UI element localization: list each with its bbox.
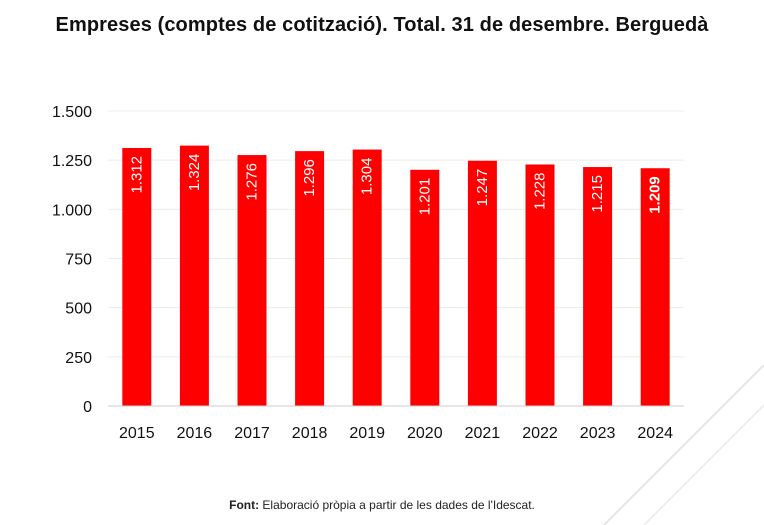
- chart-title: Empreses (comptes de cotització). Total.…: [55, 14, 709, 36]
- bar: [122, 147, 152, 406]
- bar-value-label: 1.228: [532, 172, 549, 210]
- bar-value-labels: 1.312 1.324 1.276 1.296 1.304 1.201 1.247 1.228…: [128, 154, 663, 216]
- source-note: Font: Elaboració pròpia a partir de les …: [0, 498, 764, 512]
- bar-value-label: 1.296: [301, 159, 318, 197]
- y-tick-label: 250: [65, 350, 92, 367]
- x-axis-ticks: 2015 2016 2017 2018 2019 2020 2021 2022 2023 2024: [119, 425, 673, 442]
- y-tick-label: 1.500: [52, 104, 92, 121]
- x-tick-label: 2020: [407, 425, 443, 442]
- bar-value-label: 1.215: [589, 175, 606, 213]
- x-tick-label: 2024: [637, 425, 673, 442]
- y-tick-label: 1.000: [52, 202, 92, 219]
- bar: [410, 169, 440, 406]
- x-tick-label: 2023: [580, 425, 616, 442]
- bar-value-label: 1.247: [474, 169, 491, 207]
- x-tick-label: 2015: [119, 425, 155, 442]
- corner-decoration: [603, 364, 764, 525]
- x-tick-label: 2017: [234, 425, 270, 442]
- source-label: Font:: [229, 498, 260, 512]
- bar: [640, 168, 670, 406]
- bar-value-label: 1.201: [416, 178, 433, 216]
- x-tick-label: 2018: [292, 425, 328, 442]
- bar-value-label: 1.312: [128, 156, 145, 194]
- x-tick-label: 2021: [465, 425, 501, 442]
- x-tick-label: 2016: [177, 425, 213, 442]
- y-tick-label: 500: [65, 301, 92, 318]
- bar: [179, 145, 209, 406]
- x-tick-label: 2019: [349, 425, 385, 442]
- bar: [352, 149, 382, 406]
- bar: [525, 164, 555, 406]
- bar-value-label: 1.304: [359, 158, 376, 196]
- bar-value-label: 1.324: [186, 154, 203, 192]
- bar: [467, 160, 497, 406]
- bar-value-label: 1.209: [647, 176, 664, 214]
- source-text: Elaboració pròpia a partir de les dades …: [259, 498, 535, 512]
- x-tick-label: 2022: [522, 425, 558, 442]
- bar: [237, 155, 267, 406]
- bars: [122, 145, 670, 406]
- bar-value-label: 1.276: [244, 163, 261, 201]
- y-tick-label: 1.250: [52, 153, 92, 170]
- y-axis-ticks: 0 250 500 750 1.000 1.250 1.500: [52, 104, 92, 416]
- bar: [295, 151, 325, 406]
- y-tick-label: 750: [65, 252, 92, 269]
- y-tick-label: 0: [83, 399, 92, 416]
- bar: [583, 167, 613, 406]
